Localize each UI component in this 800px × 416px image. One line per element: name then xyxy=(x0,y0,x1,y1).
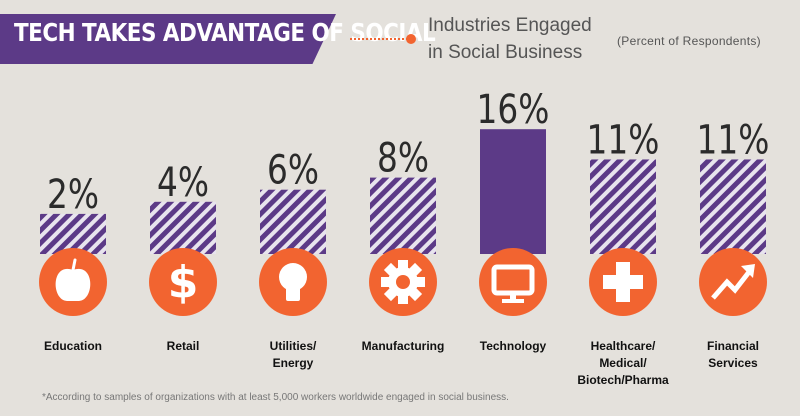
bar-4 xyxy=(370,177,436,254)
chart-subtitle: Industries Engaged in Social Business xyxy=(428,12,592,66)
value-label: 11% xyxy=(697,116,770,163)
category-label: Healthcare/Medical/Biotech/Pharma xyxy=(577,339,669,387)
icon-circle xyxy=(149,248,217,316)
dotted-connector xyxy=(350,38,408,40)
value-label: 11% xyxy=(587,116,660,163)
bar-3 xyxy=(260,189,326,254)
title-banner xyxy=(0,14,336,64)
medical-cross-icon xyxy=(603,262,643,302)
category-label: Utilities/Energy xyxy=(270,339,317,370)
icon-circle xyxy=(479,248,547,316)
lightbulb-icon xyxy=(279,263,307,301)
value-label: 6% xyxy=(267,147,319,194)
value-label: 4% xyxy=(157,159,209,206)
subtitle-line-2: in Social Business xyxy=(428,42,583,63)
dollar-icon: $ xyxy=(168,257,199,308)
icon-circle xyxy=(699,248,767,316)
trend-arrow-icon xyxy=(711,264,755,300)
bar-6 xyxy=(590,159,656,254)
bar-7 xyxy=(700,159,766,254)
bar-1 xyxy=(40,213,106,254)
category-label: Retail xyxy=(167,339,200,353)
subtitle-line-1: Industries Engaged xyxy=(428,15,592,36)
category-label: Manufacturing xyxy=(362,339,445,353)
svg-text:$: $ xyxy=(168,257,199,308)
category-label: Technology xyxy=(480,339,547,353)
category-label: Financial Services xyxy=(707,339,759,370)
value-label: 2% xyxy=(47,171,99,218)
category-label: Education xyxy=(44,339,102,353)
footnote: *According to samples of organizations w… xyxy=(42,392,509,403)
bar-5 xyxy=(480,129,546,254)
value-label: 16% xyxy=(477,86,550,133)
gear-icon xyxy=(381,260,425,304)
apple-icon xyxy=(55,258,91,301)
bar-2 xyxy=(150,201,216,254)
value-label: 8% xyxy=(377,134,429,181)
monitor-icon xyxy=(491,264,535,303)
percent-note: (Percent of Respondents) xyxy=(617,34,761,48)
connector-dot xyxy=(406,34,416,44)
